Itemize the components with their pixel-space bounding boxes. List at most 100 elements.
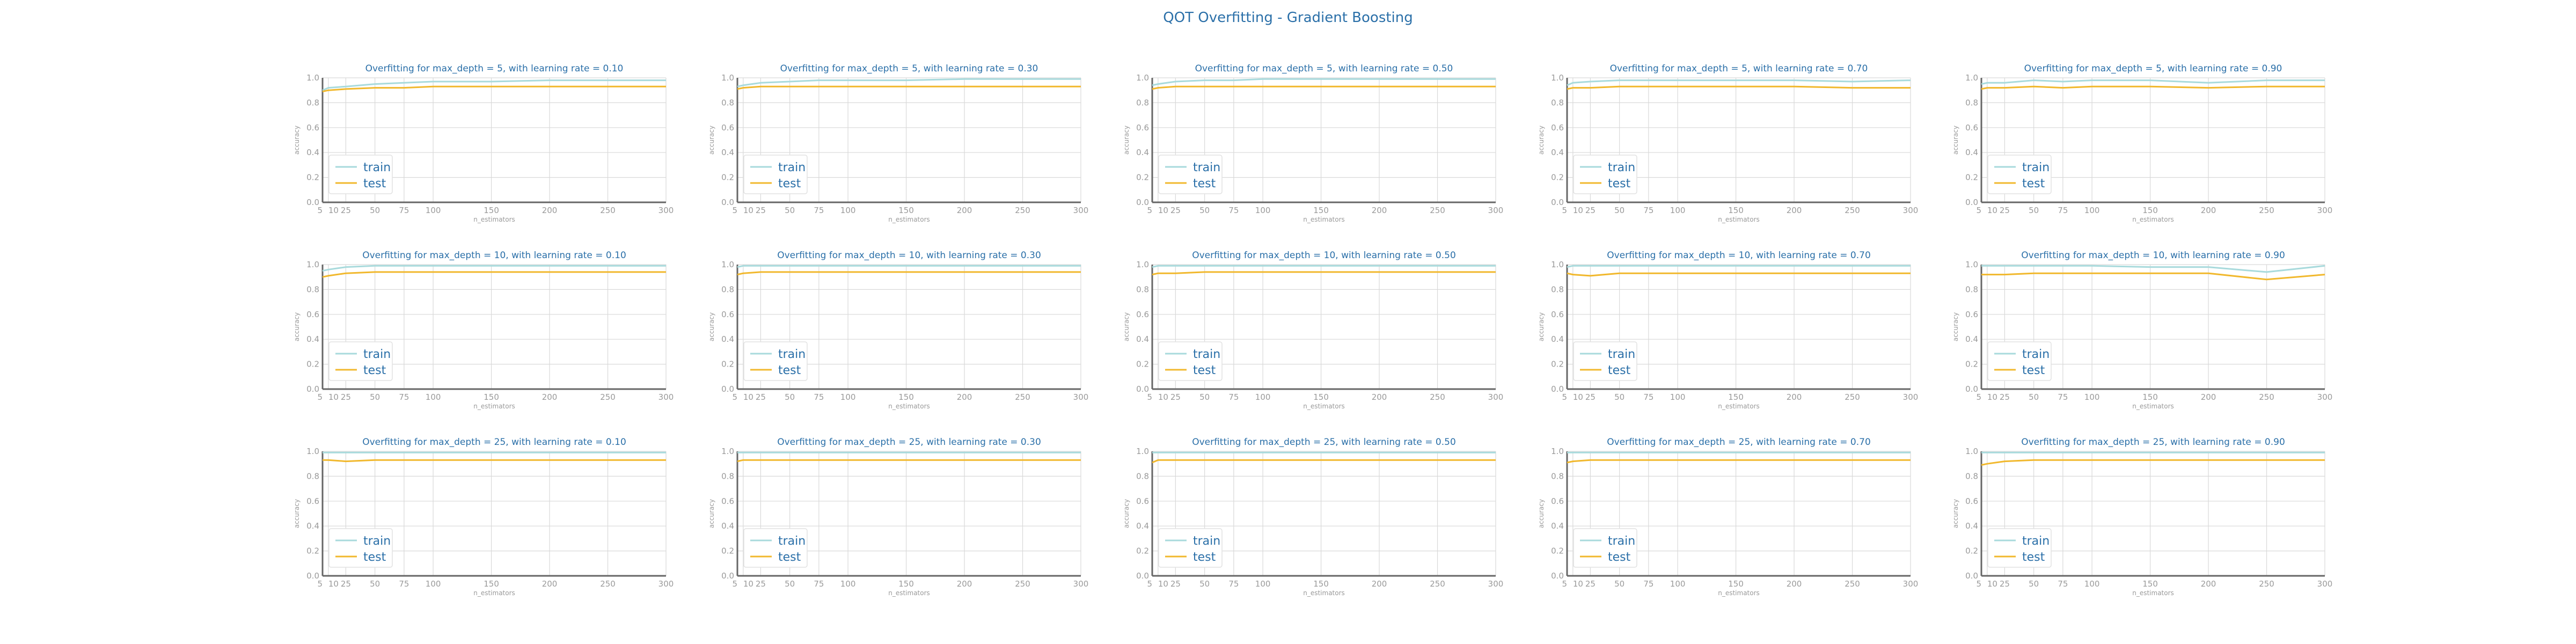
- x-tick-label: 25: [756, 579, 766, 589]
- legend-box: [1987, 341, 2052, 381]
- series-line-test: [1567, 85, 1911, 90]
- x-tick-label: 150: [2142, 392, 2158, 402]
- x-tick-label: 5: [1147, 579, 1152, 589]
- y-tick-label: 0.4: [306, 334, 319, 344]
- y-tick-label: 0.8: [306, 284, 319, 294]
- x-tick-label: 100: [2084, 579, 2100, 589]
- x-axis-label: n_estimators: [2132, 402, 2174, 410]
- x-tick-label: 50: [2029, 392, 2039, 402]
- y-axis-label: accuracy: [708, 312, 715, 341]
- x-tick-label: 300: [1073, 579, 1089, 589]
- x-tick-label: 50: [1614, 392, 1624, 402]
- legend-label-test: test: [1608, 177, 1631, 191]
- subplot-5: Overfitting for max_depth = 5, with lear…: [1952, 63, 2332, 223]
- x-tick-label: 75: [1228, 392, 1239, 402]
- x-tick-label: 75: [814, 579, 824, 589]
- series-line-train: [1152, 265, 1496, 268]
- x-tick-label: 75: [2058, 206, 2068, 215]
- y-tick-label: 0.6: [721, 310, 734, 319]
- y-tick-label: 0.0: [1551, 384, 1564, 394]
- y-tick-label: 0.2: [1136, 173, 1149, 182]
- x-tick-label: 25: [2000, 206, 2010, 215]
- y-axis-label: accuracy: [293, 312, 301, 341]
- y-tick-label: 0.2: [1551, 546, 1564, 556]
- legend-label-train: train: [363, 348, 391, 361]
- legend-label-test: test: [2022, 364, 2045, 377]
- x-tick-label: 10: [1158, 392, 1168, 402]
- subplot-14: Overfitting for max_depth = 25, with lea…: [1538, 437, 1918, 597]
- series-line-test: [1981, 272, 2325, 281]
- x-tick-label: 300: [658, 206, 674, 215]
- x-tick-label: 300: [2317, 206, 2333, 215]
- legend-label-train: train: [1193, 535, 1220, 548]
- y-axis-label: accuracy: [1538, 312, 1545, 341]
- x-tick-label: 5: [1976, 206, 1981, 215]
- x-tick-label: 300: [1073, 392, 1089, 402]
- y-tick-label: 0.6: [721, 496, 734, 506]
- x-tick-label: 300: [2317, 392, 2333, 402]
- x-tick-label: 150: [484, 206, 499, 215]
- y-axis-label: accuracy: [1538, 499, 1545, 528]
- legend-box: [328, 341, 393, 381]
- x-tick-label: 200: [2201, 206, 2216, 215]
- x-tick-label: 50: [785, 392, 795, 402]
- x-tick-label: 5: [732, 579, 737, 589]
- x-tick-label: 75: [2058, 579, 2068, 589]
- y-tick-label: 0.8: [306, 471, 319, 481]
- y-tick-label: 0.0: [1551, 197, 1564, 207]
- y-axis-label: accuracy: [1123, 499, 1130, 528]
- x-tick-label: 250: [600, 579, 616, 589]
- x-tick-label: 200: [957, 206, 972, 215]
- x-axis-label: n_estimators: [473, 402, 515, 410]
- x-axis-label: n_estimators: [888, 402, 930, 410]
- subplot-title: Overfitting for max_depth = 25, with lea…: [1192, 437, 1456, 448]
- y-tick-label: 0.4: [721, 521, 734, 531]
- legend-box: [743, 155, 808, 194]
- x-tick-label: 150: [898, 392, 914, 402]
- x-tick-label: 5: [317, 206, 323, 215]
- x-tick-label: 25: [1170, 392, 1181, 402]
- x-tick-label: 150: [898, 579, 914, 589]
- legend-label-test: test: [1608, 364, 1631, 377]
- legend-box: [328, 528, 393, 568]
- x-tick-label: 150: [1728, 206, 1744, 215]
- legend-label-train: train: [363, 161, 391, 174]
- x-tick-label: 200: [1787, 579, 1802, 589]
- y-tick-label: 0.8: [1965, 284, 1978, 294]
- x-tick-label: 300: [658, 392, 674, 402]
- y-tick-label: 0.6: [306, 496, 319, 506]
- x-tick-label: 10: [743, 392, 753, 402]
- x-tick-label: 50: [1199, 206, 1210, 215]
- x-tick-label: 50: [2029, 579, 2039, 589]
- x-tick-label: 300: [1903, 206, 1919, 215]
- y-tick-label: 0.4: [306, 521, 319, 531]
- y-tick-label: 0.2: [306, 173, 319, 182]
- y-tick-label: 0.6: [1136, 310, 1149, 319]
- x-tick-label: 250: [1845, 206, 1860, 215]
- subplot-9: Overfitting for max_depth = 10, with lea…: [1538, 250, 1918, 410]
- x-tick-label: 250: [1430, 392, 1445, 402]
- y-tick-label: 0.6: [1965, 310, 1978, 319]
- x-tick-label: 25: [756, 206, 766, 215]
- y-tick-label: 1.0: [1551, 260, 1564, 269]
- y-axis-label: accuracy: [1952, 126, 1959, 155]
- x-tick-label: 75: [399, 392, 409, 402]
- y-tick-label: 0.2: [1551, 360, 1564, 369]
- legend-box: [1158, 155, 1223, 194]
- series-line-train: [1567, 79, 1911, 86]
- series-line-test: [1981, 459, 2325, 466]
- subplot-title: Overfitting for max_depth = 5, with lear…: [1610, 63, 1868, 74]
- x-tick-label: 150: [1313, 206, 1329, 215]
- x-tick-label: 100: [1255, 392, 1271, 402]
- subplot-15: Overfitting for max_depth = 25, with lea…: [1952, 437, 2332, 597]
- x-tick-label: 300: [1903, 392, 1919, 402]
- legend-label-train: train: [2022, 535, 2050, 548]
- x-tick-label: 75: [399, 579, 409, 589]
- x-tick-label: 150: [1313, 579, 1329, 589]
- y-axis-label: accuracy: [1952, 312, 1959, 341]
- y-axis-label: accuracy: [1123, 126, 1130, 155]
- subplot-title: Overfitting for max_depth = 25, with lea…: [777, 437, 1041, 448]
- x-tick-label: 25: [2000, 392, 2010, 402]
- y-axis-label: accuracy: [1538, 126, 1545, 155]
- x-tick-label: 100: [1255, 206, 1271, 215]
